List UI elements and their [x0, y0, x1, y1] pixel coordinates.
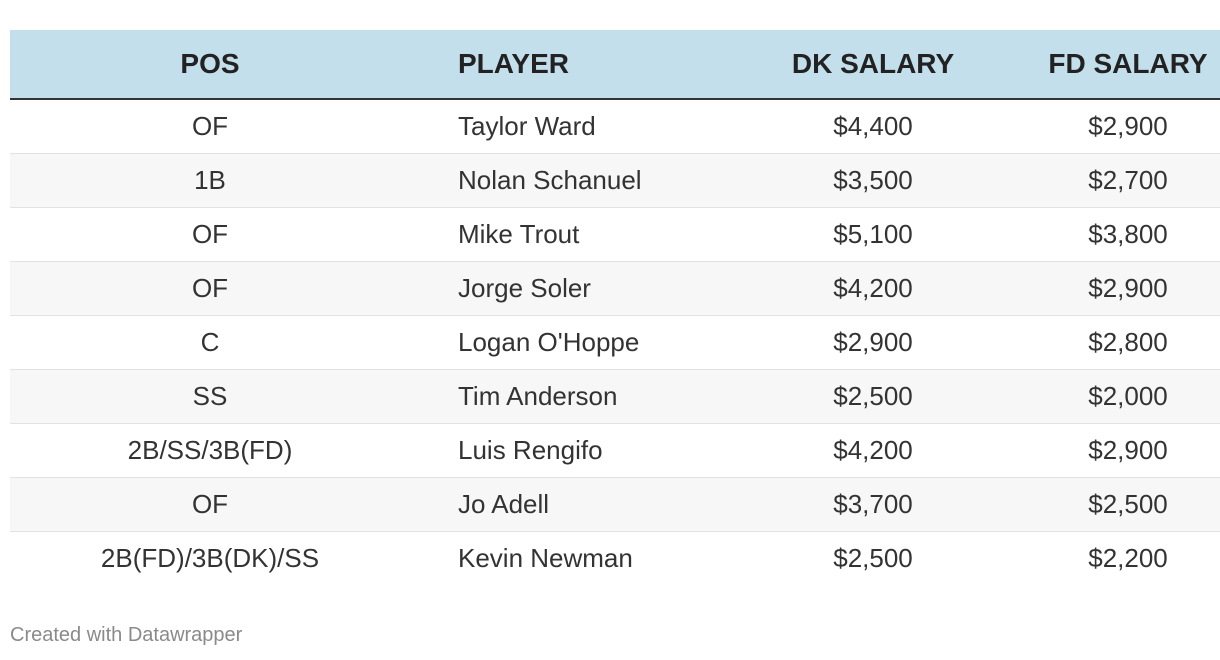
table-row: 2B/SS/3B(FD) Luis Rengifo $4,200 $2,900	[10, 423, 1220, 478]
cell-dk-salary: $4,400	[748, 99, 998, 154]
table-row: C Logan O'Hoppe $2,900 $2,800	[10, 315, 1220, 370]
table-row: OF Mike Trout $5,100 $3,800	[10, 207, 1220, 262]
header-row: POS PLAYER DK SALARY FD SALARY	[10, 30, 1220, 100]
table-row: OF Jorge Soler $4,200 $2,900	[10, 261, 1220, 316]
cell-dk-salary: $2,500	[748, 369, 998, 424]
table-body: OF Taylor Ward $4,400 $2,900 1B Nolan Sc…	[10, 99, 1220, 585]
cell-dk-salary: $2,900	[748, 315, 998, 370]
cell-player: Taylor Ward	[410, 99, 748, 154]
cell-fd-salary: $2,500	[998, 477, 1220, 532]
cell-fd-salary: $2,900	[998, 261, 1220, 316]
cell-player: Jo Adell	[410, 477, 748, 532]
cell-fd-salary: $2,800	[998, 315, 1220, 370]
header-pos[interactable]: POS	[10, 30, 410, 100]
header-player[interactable]: PLAYER	[410, 30, 748, 100]
cell-dk-salary: $4,200	[748, 261, 998, 316]
cell-player: Kevin Newman	[458, 543, 633, 573]
cell-fd-salary: $2,900	[998, 423, 1220, 478]
cell-fd-salary: $2,700	[998, 153, 1220, 208]
cell-pos: OF	[10, 261, 410, 316]
cell-dk-salary: $3,500	[748, 153, 998, 208]
header-dk-salary[interactable]: DK SALARY	[748, 30, 998, 100]
table-row: 1B Nolan Schanuel $3,500 $2,700	[10, 153, 1220, 208]
cell-pos: OF	[10, 477, 410, 532]
cell-player: Nolan Schanuel	[410, 153, 748, 208]
header-fd-salary[interactable]: FD SALARY	[998, 30, 1220, 100]
cell-player: Luis Rengifo	[410, 423, 748, 478]
cell-dk-salary: $2,500	[833, 543, 913, 573]
cell-pos: OF	[10, 99, 410, 154]
cell-fd-salary: $2,000	[998, 369, 1220, 424]
cell-pos: 2B/SS/3B(FD)	[10, 423, 410, 478]
table-row: OF Jo Adell $3,700 $2,500	[10, 477, 1220, 532]
cell-fd-salary: $2,900	[998, 99, 1220, 154]
cell-player: Tim Anderson	[410, 369, 748, 424]
cell-player: Logan O'Hoppe	[410, 315, 748, 370]
cell-dk-salary: $5,100	[748, 207, 998, 262]
cell-fd-salary: $3,800	[998, 207, 1220, 262]
cell-pos: C	[10, 315, 410, 370]
salary-table: POS PLAYER DK SALARY FD SALARY OF Taylor…	[10, 30, 1220, 585]
cell-pos: 2B(FD)/3B(DK)/SS	[100, 543, 320, 573]
salary-table-container: POS PLAYER DK SALARY FD SALARY OF Taylor…	[10, 30, 1220, 585]
cell-dk-salary: $3,700	[748, 477, 998, 532]
cell-pos: SS	[10, 369, 410, 424]
cell-fd-salary: $2,200	[1088, 543, 1168, 573]
datawrapper-credit[interactable]: Created with Datawrapper	[10, 624, 243, 646]
table-header: POS PLAYER DK SALARY FD SALARY	[10, 30, 1220, 100]
cell-pos: 1B	[10, 153, 410, 208]
cell-player: Jorge Soler	[410, 261, 748, 316]
cell-dk-salary: $4,200	[748, 423, 998, 478]
cell-player: Mike Trout	[410, 207, 748, 262]
table-row: 2B(FD)/3B(DK)/SS Kevin Newman $2,500 $2,…	[10, 532, 1220, 586]
cell-pos: OF	[10, 207, 410, 262]
table-row: OF Taylor Ward $4,400 $2,900	[10, 99, 1220, 154]
table-row: SS Tim Anderson $2,500 $2,000	[10, 369, 1220, 424]
